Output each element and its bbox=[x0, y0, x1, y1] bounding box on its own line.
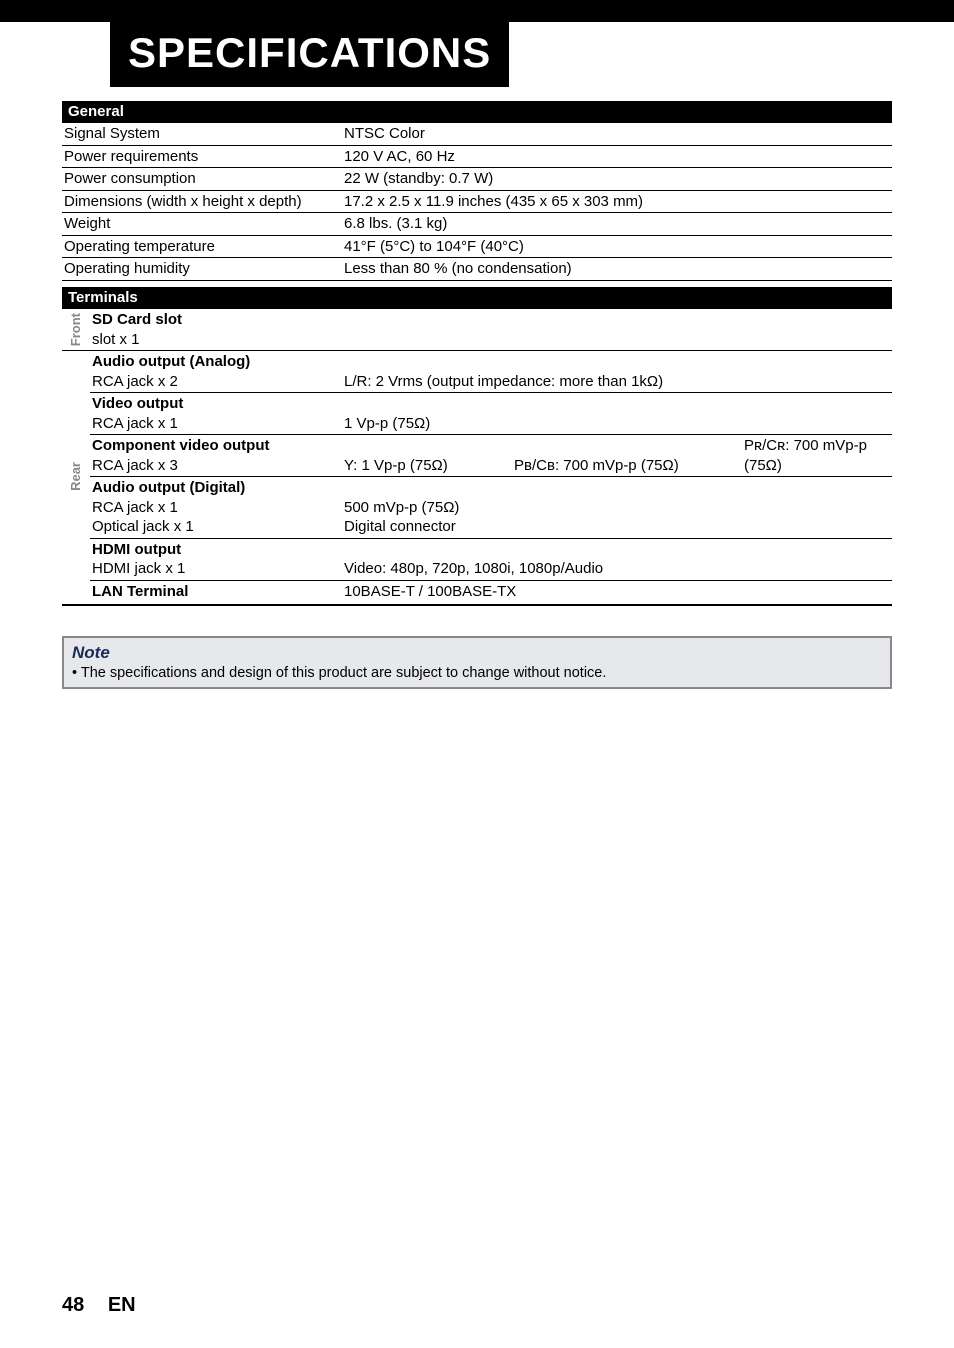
table-row: Operating humidityLess than 80 % (no con… bbox=[62, 258, 892, 281]
term-sub: HDMI jack x 1 bbox=[92, 559, 344, 579]
page-footer: 48 EN bbox=[62, 1292, 136, 1318]
spec-value: 22 W (standby: 0.7 W) bbox=[342, 168, 892, 191]
spec-label: Operating temperature bbox=[62, 235, 342, 258]
term-title: Audio output (Digital) bbox=[92, 478, 344, 498]
table-row: HDMI output HDMI jack x 1 Video: 480p, 7… bbox=[90, 539, 892, 581]
terminals-rear-block: Rear Audio output (Analog) RCA jack x 2 … bbox=[62, 351, 892, 602]
section-header-terminals: Terminals bbox=[62, 287, 892, 310]
table-row: LAN Terminal 10BASE-T / 100BASE-TX bbox=[90, 581, 892, 603]
table-row: Dimensions (width x height x depth)17.2 … bbox=[62, 190, 892, 213]
section-header-general: General bbox=[62, 101, 892, 124]
spec-value: 17.2 x 2.5 x 11.9 inches (435 x 65 x 303… bbox=[342, 190, 892, 213]
spec-label: Weight bbox=[62, 213, 342, 236]
term-value: Y: 1 Vp-p (75Ω) Pʙ/Cʙ: 700 mVp-p (75Ω) P… bbox=[344, 436, 890, 475]
term-title: LAN Terminal bbox=[92, 583, 188, 600]
table-row: Power consumption22 W (standby: 0.7 W) bbox=[62, 168, 892, 191]
spec-value: 6.8 lbs. (3.1 kg) bbox=[342, 213, 892, 236]
terminals-section: Front SD Card slot slot x 1 Rear bbox=[62, 309, 892, 606]
term-sub: slot x 1 bbox=[92, 330, 344, 350]
spec-label: Signal System bbox=[62, 123, 342, 145]
term-title: Audio output (Analog) bbox=[92, 352, 344, 372]
term-value: 1 Vp-p (75Ω) bbox=[344, 394, 890, 433]
table-row: Audio output (Digital) RCA jack x 1 Opti… bbox=[90, 477, 892, 539]
table-row: Component video output RCA jack x 3 Y: 1… bbox=[90, 435, 892, 477]
term-title: Component video output bbox=[92, 436, 344, 456]
term-title: SD Card slot bbox=[92, 310, 344, 330]
page-number: 48 bbox=[62, 1294, 84, 1316]
term-value: 500 mVp-p (75Ω) Digital connector bbox=[344, 478, 890, 537]
title-row: SPECIFICATIONS bbox=[0, 22, 954, 87]
term-title: HDMI output bbox=[92, 540, 344, 560]
vert-label-front: Front bbox=[62, 309, 90, 350]
term-value bbox=[344, 310, 890, 349]
term-value-col: Pʙ/Cʙ: 700 mVp-p (75Ω) bbox=[514, 456, 744, 476]
vert-label-rear: Rear bbox=[62, 351, 90, 602]
table-row: SD Card slot slot x 1 bbox=[90, 309, 892, 350]
spec-value: NTSC Color bbox=[342, 123, 892, 145]
term-sub: RCA jack x 3 bbox=[92, 456, 344, 476]
page-lang: EN bbox=[108, 1294, 136, 1316]
term-sub: RCA jack x 2 bbox=[92, 372, 344, 392]
table-row: Signal SystemNTSC Color bbox=[62, 123, 892, 145]
content-area: General Signal SystemNTSC Color Power re… bbox=[0, 101, 954, 607]
spec-value: 41°F (5°C) to 104°F (40°C) bbox=[342, 235, 892, 258]
term-sub: RCA jack x 1 Optical jack x 1 bbox=[92, 498, 344, 537]
table-row: Operating temperature41°F (5°C) to 104°F… bbox=[62, 235, 892, 258]
table-row: Power requirements120 V AC, 60 Hz bbox=[62, 145, 892, 168]
page-title: SPECIFICATIONS bbox=[110, 22, 509, 87]
general-table: Signal SystemNTSC Color Power requiremen… bbox=[62, 123, 892, 281]
note-box: Note • The specifications and design of … bbox=[62, 636, 892, 689]
vert-text: Rear bbox=[68, 462, 85, 491]
vert-text: Front bbox=[68, 313, 85, 346]
term-value: L/R: 2 Vrms (output impedance: more than… bbox=[344, 352, 890, 391]
spec-value: Less than 80 % (no condensation) bbox=[342, 258, 892, 281]
table-row: Audio output (Analog) RCA jack x 2 L/R: … bbox=[90, 351, 892, 393]
spec-label: Power requirements bbox=[62, 145, 342, 168]
term-title: Video output bbox=[92, 394, 344, 414]
note-body: • The specifications and design of this … bbox=[72, 664, 882, 683]
term-value-col: Y: 1 Vp-p (75Ω) bbox=[344, 456, 514, 476]
table-row: Weight6.8 lbs. (3.1 kg) bbox=[62, 213, 892, 236]
spec-label: Dimensions (width x height x depth) bbox=[62, 190, 342, 213]
term-value-col: Pʀ/Cʀ: 700 mVp-p (75Ω) bbox=[744, 436, 890, 475]
note-title: Note bbox=[72, 642, 882, 664]
term-value: 10BASE-T / 100BASE-TX bbox=[344, 582, 890, 602]
term-value: Video: 480p, 720p, 1080i, 1080p/Audio bbox=[344, 540, 890, 579]
spec-label: Power consumption bbox=[62, 168, 342, 191]
spec-label: Operating humidity bbox=[62, 258, 342, 281]
top-black-bar bbox=[0, 0, 954, 22]
table-row: Video output RCA jack x 1 1 Vp-p (75Ω) bbox=[90, 393, 892, 435]
term-sub: RCA jack x 1 bbox=[92, 414, 344, 434]
terminals-front-block: Front SD Card slot slot x 1 bbox=[62, 309, 892, 351]
spec-value: 120 V AC, 60 Hz bbox=[342, 145, 892, 168]
